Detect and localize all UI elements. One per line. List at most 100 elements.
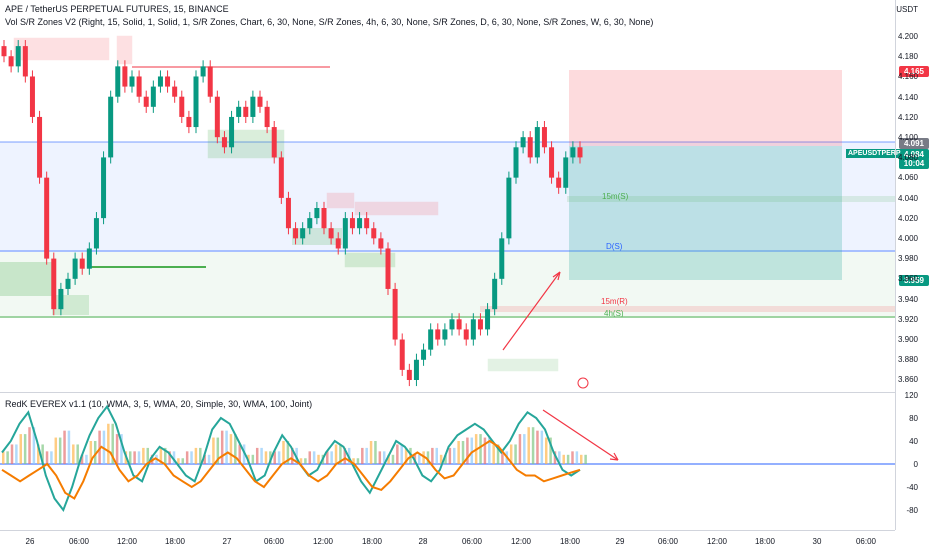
histogram-bar xyxy=(501,451,504,464)
candle-body xyxy=(15,46,21,67)
histogram-bar xyxy=(580,454,583,464)
candle-body xyxy=(271,127,277,158)
price-axis-label: 3.960 xyxy=(897,274,918,284)
price-tag-upper: 4.165 xyxy=(899,66,929,77)
histogram-bar xyxy=(58,437,62,464)
histogram-bar xyxy=(483,437,487,464)
time-axis-label: 06:00 xyxy=(263,537,285,546)
candle-body xyxy=(477,319,483,330)
candle-body xyxy=(385,248,391,289)
zone-mid-support-2 xyxy=(292,228,342,245)
histogram-bar xyxy=(571,451,574,464)
candle-body xyxy=(72,258,78,279)
short-position-stop xyxy=(569,70,842,146)
candle-body xyxy=(527,137,533,158)
up-arrow-head xyxy=(552,271,561,281)
candle-body xyxy=(520,137,526,148)
histogram-bar xyxy=(229,434,233,464)
histogram-bar xyxy=(400,444,403,464)
histogram-bar xyxy=(544,437,548,464)
price-axis-label: 4.000 xyxy=(897,234,918,243)
price-axis-label: 4.060 xyxy=(897,173,918,183)
histogram-bar xyxy=(299,458,303,464)
histogram-bar xyxy=(492,444,495,464)
histogram-bar xyxy=(251,454,255,464)
oscillator-title: RedK EVEREX v1.1 (10, WMA, 3, 5, WMA, 20… xyxy=(5,399,313,409)
histogram-bar xyxy=(63,430,66,464)
pane-divider[interactable] xyxy=(0,392,895,393)
histogram-bar xyxy=(461,441,465,464)
histogram-bar xyxy=(264,451,268,464)
candle-body xyxy=(406,369,412,380)
price-axis-label: 4.140 xyxy=(897,92,918,102)
zone-4h-support xyxy=(0,252,895,318)
price-axis-label: 4.020 xyxy=(897,213,918,223)
price-axis-label: 3.980 xyxy=(897,254,918,264)
histogram-bar xyxy=(181,458,185,464)
candle-body xyxy=(186,116,192,128)
candle-body xyxy=(22,46,28,77)
price-tag-last-1: 4.091 xyxy=(899,138,929,149)
time-axis-label: 18:00 xyxy=(164,537,186,546)
candle-body xyxy=(44,177,50,259)
candle-body xyxy=(506,177,512,239)
histogram-bar xyxy=(177,458,180,464)
histogram-bar xyxy=(120,434,123,464)
candle-body xyxy=(577,147,583,158)
currency-label: USDT xyxy=(896,5,918,14)
candle-body xyxy=(342,218,348,249)
histogram-bar xyxy=(203,454,206,464)
candle-body xyxy=(421,349,427,360)
candle-body xyxy=(399,339,405,370)
time-axis-label: 12:00 xyxy=(510,537,532,546)
indicator-title: Vol S/R Zones V2 (Right, 15, Solid, 1, S… xyxy=(5,17,654,27)
histogram-bar xyxy=(260,447,263,464)
time-axis-label: 30 xyxy=(812,537,822,546)
histogram-bar xyxy=(220,430,224,464)
candle-body xyxy=(79,258,85,269)
histogram-bar xyxy=(361,447,364,464)
candle-body xyxy=(293,228,299,239)
price-axis-label: 4.080 xyxy=(897,153,918,163)
histogram-bar xyxy=(549,437,552,464)
histogram-bar xyxy=(67,430,71,464)
histogram-bar xyxy=(37,444,40,464)
down-arrow-head xyxy=(609,452,619,461)
histogram-bar xyxy=(291,447,294,464)
candle-body xyxy=(207,66,213,97)
histogram-bar xyxy=(391,454,395,464)
histogram-bar xyxy=(317,454,320,464)
histogram-bar xyxy=(509,444,513,464)
candle-body xyxy=(513,147,519,178)
candle-body xyxy=(29,76,35,117)
candle-body xyxy=(1,46,7,57)
histogram-bar xyxy=(98,430,101,464)
candle-body xyxy=(349,218,355,229)
histogram-bar xyxy=(23,434,27,464)
histogram-bar xyxy=(575,451,579,464)
candle-body xyxy=(165,76,171,87)
histogram-bar xyxy=(76,444,79,464)
candle-body xyxy=(172,86,178,97)
candle-body xyxy=(463,329,469,340)
price-axis-label: 4.120 xyxy=(897,112,918,122)
histogram-bar xyxy=(365,447,368,464)
time-axis-label: 28 xyxy=(418,537,428,546)
candle-body xyxy=(200,66,206,77)
price-tag-lower: 3.959 xyxy=(899,275,929,286)
zone-top-resistance xyxy=(13,37,110,61)
histogram-bar xyxy=(540,430,544,464)
candle-body xyxy=(37,116,43,178)
symbol-tag: APEUSDTPERP xyxy=(846,149,903,158)
histogram-bar xyxy=(146,447,149,464)
candle-body xyxy=(371,228,377,239)
candle-body xyxy=(413,359,419,380)
zone-mid-support-3 xyxy=(344,252,396,268)
zone-d-support xyxy=(0,142,895,252)
candle-body xyxy=(115,66,121,97)
histogram-bar xyxy=(185,451,189,464)
histogram-bar xyxy=(80,454,84,464)
time-axis-divider xyxy=(0,530,895,531)
zone-label-4h-s: 4h(S) xyxy=(604,309,624,318)
